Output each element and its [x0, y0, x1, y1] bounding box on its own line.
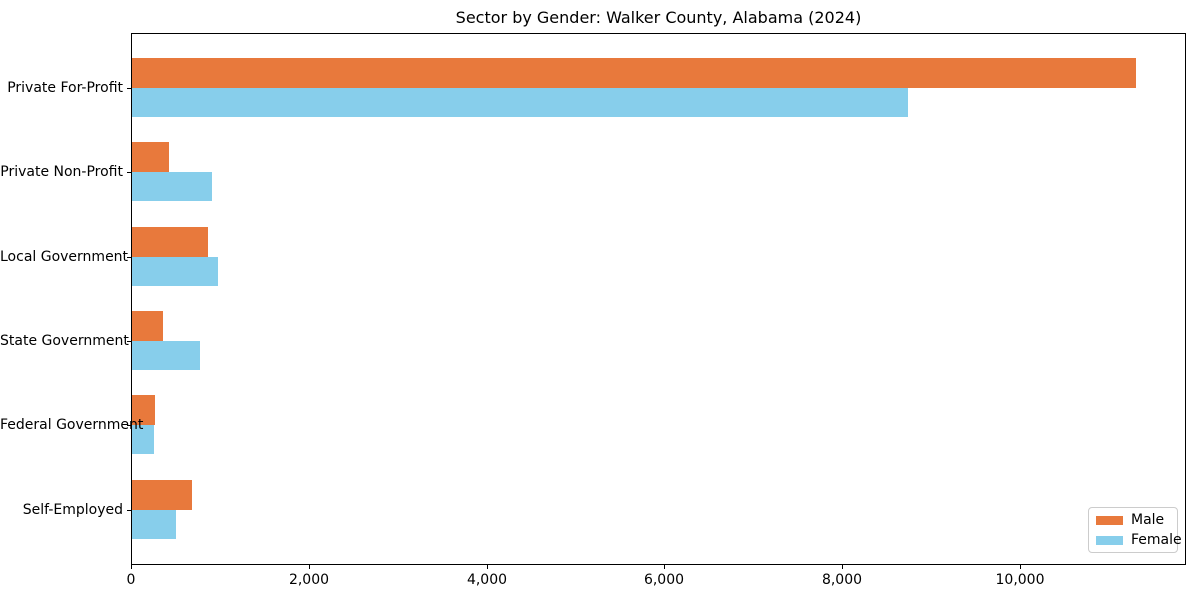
legend-label-female: Female: [1131, 532, 1182, 548]
y-tick-label-3: State Government: [0, 332, 129, 349]
bar-female-4: [132, 425, 154, 455]
x-tick-label-0: 0: [126, 572, 136, 588]
y-tick-2: [127, 256, 131, 258]
bar-male-5: [132, 479, 192, 510]
legend-label-male: Male: [1131, 512, 1165, 528]
legend-swatch-male: [1096, 515, 1123, 525]
bar-female-1: [132, 172, 212, 202]
bar-female-3: [132, 340, 200, 370]
y-tick-label-1: Private Non-Profit: [0, 164, 123, 181]
y-tick-0: [127, 88, 131, 89]
y-tick-label-0: Private For-Profit: [7, 80, 123, 96]
x-tick-label-3: 6,000: [643, 572, 685, 588]
x-tick-1: [309, 565, 310, 569]
bar-male-2: [132, 226, 208, 257]
y-tick-label-4: Federal Government: [0, 417, 144, 434]
bar-male-4: [132, 395, 155, 426]
bar-female-2: [132, 256, 218, 286]
bar-male-1: [132, 142, 169, 173]
y-tick-3: [127, 340, 131, 342]
bar-male-3: [132, 310, 163, 341]
chart-title: Sector by Gender: Walker County, Alabama…: [455, 8, 862, 27]
legend-swatch-female: [1096, 535, 1123, 545]
bar-female-0: [132, 88, 908, 117]
y-tick-label-2: Local Government: [0, 248, 129, 265]
x-tick-0: [131, 565, 132, 569]
y-tick-4: [127, 425, 131, 427]
legend: Male Female: [1088, 507, 1182, 553]
legend-item-female: Female: [1096, 532, 1182, 548]
x-tick-label-5: 10,000: [995, 572, 1045, 588]
x-tick-4: [842, 565, 843, 569]
bar-male-0: [132, 58, 1136, 88]
plot-area: [131, 33, 1186, 565]
x-tick-label-2: 4,000: [466, 572, 508, 588]
y-tick-label-5: Self-Employed: [22, 501, 123, 518]
x-tick-label-1: 2,000: [288, 572, 330, 588]
legend-item-male: Male: [1096, 512, 1170, 528]
x-tick-5: [1020, 565, 1021, 569]
x-tick-label-4: 8,000: [821, 572, 863, 588]
y-tick-5: [127, 509, 131, 511]
x-tick-2: [487, 565, 488, 569]
y-tick-1: [127, 172, 131, 174]
x-tick-3: [664, 565, 665, 569]
bar-female-5: [132, 509, 176, 539]
